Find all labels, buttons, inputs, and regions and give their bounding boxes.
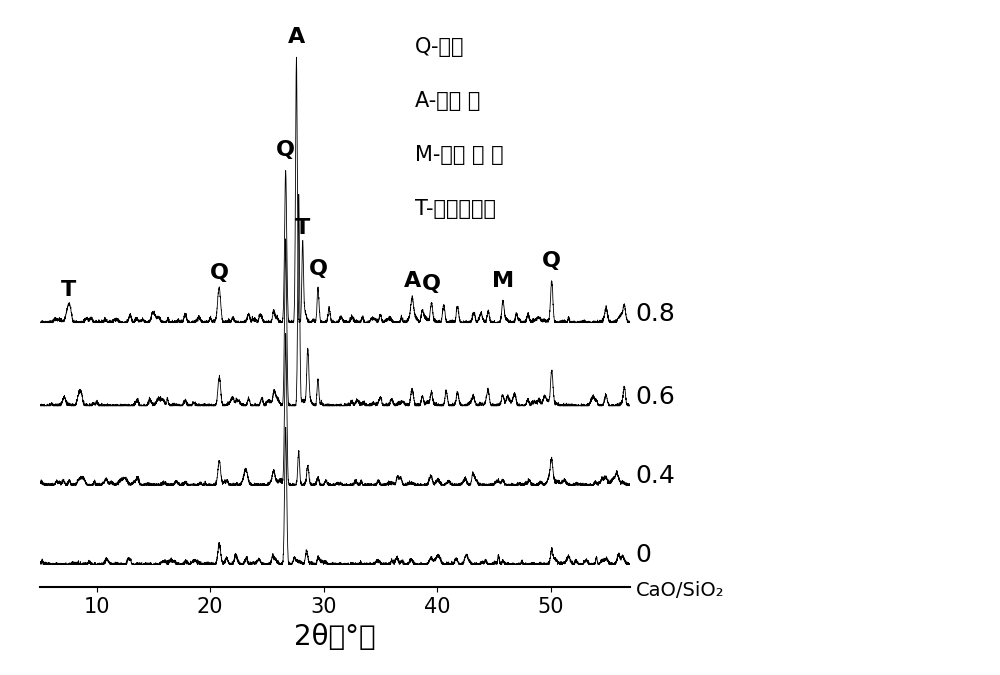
Text: M-微斜 长 石: M-微斜 长 石: [415, 145, 503, 165]
Text: Q: Q: [276, 140, 295, 160]
X-axis label: 2θ（°）: 2θ（°）: [294, 622, 376, 651]
Text: A: A: [404, 271, 421, 291]
Text: T-托勤莫来石: T-托勤莫来石: [415, 199, 496, 219]
Text: Q: Q: [422, 274, 441, 294]
Text: 0: 0: [636, 543, 652, 568]
Text: CaO/SiO₂: CaO/SiO₂: [636, 581, 724, 600]
Text: 0.4: 0.4: [636, 464, 676, 488]
Text: Q: Q: [542, 251, 561, 271]
Text: A-馒长 石: A-馒长 石: [415, 91, 480, 111]
Text: Q-石英: Q-石英: [415, 37, 464, 57]
Text: T: T: [61, 280, 76, 300]
Text: 0.6: 0.6: [636, 385, 676, 409]
Text: Q: Q: [308, 259, 327, 279]
Text: A: A: [288, 27, 305, 47]
Text: M: M: [492, 271, 514, 291]
Text: 0.8: 0.8: [636, 302, 676, 325]
Text: Q: Q: [210, 263, 229, 284]
Text: T: T: [295, 218, 310, 238]
